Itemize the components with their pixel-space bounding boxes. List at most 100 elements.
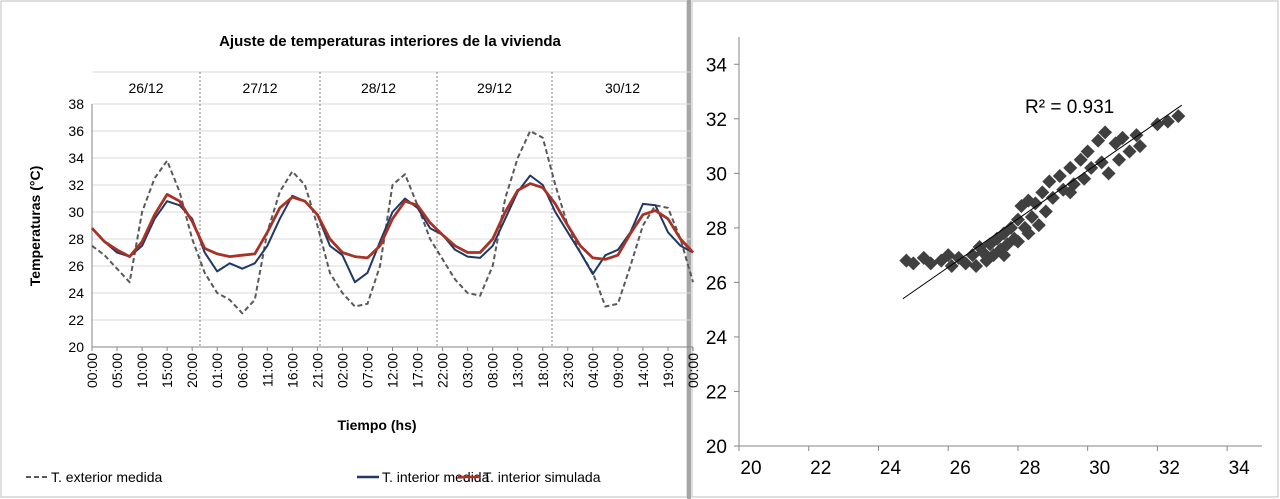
x-tick-label: 22 xyxy=(810,458,831,479)
y-tick-label: 20 xyxy=(706,437,727,458)
y-tick-label: 30 xyxy=(68,204,84,220)
scatter-point xyxy=(996,248,1011,263)
x-tick-label: 20:00 xyxy=(184,353,200,388)
scatter-point xyxy=(1091,133,1106,148)
x-tick-label: 07:00 xyxy=(359,353,375,388)
x-tick-label: 03:00 xyxy=(460,353,476,388)
trendline xyxy=(902,104,1183,300)
scatter-point xyxy=(1045,190,1060,205)
x-tick-label: 02:00 xyxy=(334,353,350,388)
y-tick-label: 22 xyxy=(706,382,727,403)
chart-title: Ajuste de temperaturas interiores de la … xyxy=(219,33,561,50)
x-tick-label: 22:00 xyxy=(435,353,451,388)
scatter-point xyxy=(1101,166,1116,181)
scatter-point xyxy=(1028,196,1043,211)
day-label: 28/12 xyxy=(361,80,396,96)
y-tick-label: 26 xyxy=(68,258,84,274)
scatter-point xyxy=(1063,185,1078,200)
scatter-point xyxy=(1021,226,1036,241)
x-tick-label: 15:00 xyxy=(159,353,175,388)
scatter-point xyxy=(1010,234,1025,249)
scatter-point xyxy=(1112,152,1127,167)
scatter-point xyxy=(969,259,984,274)
scatter-point xyxy=(906,256,921,271)
x-tick-label: 28 xyxy=(1019,458,1040,479)
x-tick-label: 12:00 xyxy=(385,353,401,388)
scatter-point xyxy=(1014,199,1029,214)
legend-label: T. interior simulada xyxy=(483,469,601,485)
x-tick-label: 06:00 xyxy=(234,353,250,388)
scatter-point xyxy=(1042,174,1057,189)
x-tick-label: 14:00 xyxy=(635,353,651,388)
y-tick-label: 38 xyxy=(68,96,84,112)
scatter-point xyxy=(1171,109,1186,124)
x-tick-label: 19:00 xyxy=(660,353,676,388)
x-tick-label: 17:00 xyxy=(410,353,426,388)
x-tick-label: 24 xyxy=(880,458,902,479)
x-tick-label: 13:00 xyxy=(510,353,526,388)
x-tick-label: 00:00 xyxy=(84,353,100,388)
scatter-point xyxy=(1024,209,1039,224)
y-tick-label: 30 xyxy=(706,164,727,185)
scatter-point xyxy=(1035,185,1050,200)
scatter-point xyxy=(965,248,980,263)
y-tick-label: 20 xyxy=(68,339,84,355)
x-tick-label: 05:00 xyxy=(109,353,125,388)
scatter-point xyxy=(1052,169,1067,184)
scatter-point xyxy=(1115,130,1130,145)
r-squared-annotation: R² = 0.931 xyxy=(1025,97,1114,118)
y-tick-label: 36 xyxy=(68,123,84,139)
y-tick-label: 28 xyxy=(68,231,84,247)
y-tick-label: 34 xyxy=(706,55,728,76)
scatter-point xyxy=(1160,114,1175,129)
x-tick-label: 08:00 xyxy=(485,353,501,388)
scatter-point xyxy=(1073,152,1088,167)
scatter-point xyxy=(923,256,938,271)
scatter-point xyxy=(958,256,973,271)
y-tick-label: 26 xyxy=(706,273,727,294)
x-tick-label: 34 xyxy=(1229,458,1251,479)
x-tick-label: 21:00 xyxy=(309,353,325,388)
x-tick-label: 32 xyxy=(1159,458,1180,479)
legend-label: T. interior medida xyxy=(382,469,490,485)
y-tick-label: 24 xyxy=(68,285,84,301)
series-line xyxy=(91,130,694,315)
y-tick-label: 24 xyxy=(706,328,728,349)
scatter-point xyxy=(941,248,956,263)
scatter-point xyxy=(1003,220,1018,235)
scatter-point xyxy=(1063,160,1078,175)
x-tick-label: 16:00 xyxy=(284,353,300,388)
y-tick-label: 28 xyxy=(706,219,727,240)
day-label: 27/12 xyxy=(242,80,277,96)
x-tick-label: 09:00 xyxy=(610,353,626,388)
legend-label: T. exterior medida xyxy=(51,469,162,485)
day-label: 29/12 xyxy=(477,80,512,96)
scatter-point xyxy=(1038,204,1053,219)
day-label: 26/12 xyxy=(128,80,163,96)
y-tick-label: 22 xyxy=(68,312,84,328)
x-tick-label: 23:00 xyxy=(560,353,576,388)
scatter-point xyxy=(1132,139,1147,154)
x-tick-label: 26 xyxy=(950,458,971,479)
x-tick-label: 30 xyxy=(1089,458,1110,479)
scatter-point xyxy=(1122,144,1137,159)
x-tick-label: 10:00 xyxy=(134,353,150,388)
x-tick-label: 00:00 xyxy=(685,353,701,388)
y-tick-label: 34 xyxy=(68,150,84,166)
scatter-point xyxy=(1031,218,1046,233)
x-tick-label: 04:00 xyxy=(585,353,601,388)
x-tick-label: 20 xyxy=(740,458,761,479)
scatter-point xyxy=(1150,117,1165,132)
y-axis-label: Temperaturas (°C) xyxy=(27,166,43,286)
scatter-point xyxy=(1080,144,1095,159)
day-label: 30/12 xyxy=(605,80,640,96)
y-tick-label: 32 xyxy=(68,177,84,193)
y-tick-label: 32 xyxy=(706,110,727,131)
x-axis-label: Tiempo (hs) xyxy=(337,417,416,433)
scatter-point xyxy=(1098,125,1113,140)
series-line xyxy=(90,182,695,261)
x-tick-label: 11:00 xyxy=(259,353,275,387)
x-tick-label: 18:00 xyxy=(535,353,551,388)
x-tick-label: 01:00 xyxy=(209,353,225,388)
